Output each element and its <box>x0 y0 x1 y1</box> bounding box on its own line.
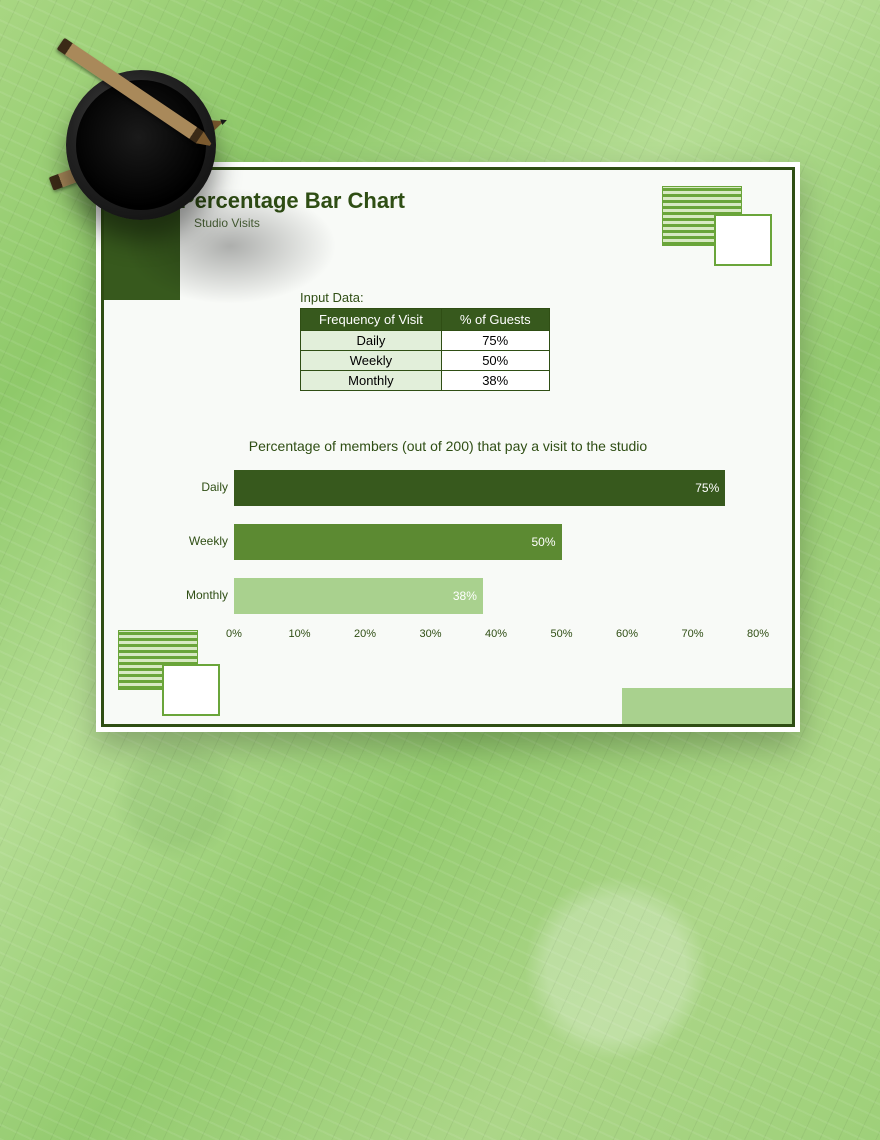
chart-title: Percentage of members (out of 200) that … <box>104 438 792 454</box>
bar-chart: Daily75%Weekly50%Monthly38% 0% 10% 20% 30% 4… <box>178 470 758 650</box>
x-tick-label: 10% <box>288 628 310 640</box>
cell-value: 75% <box>441 331 549 351</box>
x-tick-label: 70% <box>681 628 703 640</box>
cell-frequency: Weekly <box>301 351 442 371</box>
document-card: Percentage Bar Chart Studio Visits Input… <box>96 162 800 732</box>
bar-category-label: Weekly <box>174 534 228 548</box>
document-inner: Percentage Bar Chart Studio Visits Input… <box>101 167 795 727</box>
bar: 75% <box>234 470 725 506</box>
table-row: Monthly 38% <box>301 371 550 391</box>
bar-row: 38% <box>234 578 758 614</box>
col-header-frequency: Frequency of Visit <box>301 309 442 331</box>
bar: 38% <box>234 578 483 614</box>
cell-frequency: Daily <box>301 331 442 351</box>
decor-bottom-left <box>118 630 228 710</box>
x-tick-label: 80% <box>747 628 769 640</box>
input-data-label: Input Data: <box>300 290 364 305</box>
table-header-row: Frequency of Visit % of Guests <box>301 309 550 331</box>
bar-value-label: 38% <box>453 578 477 614</box>
bar-value-label: 50% <box>531 524 555 560</box>
x-tick-label: 0% <box>226 628 242 640</box>
decor-bottom-right-block <box>622 688 792 724</box>
input-data-table: Frequency of Visit % of Guests Daily 75%… <box>300 308 550 391</box>
pencil-cup <box>40 28 240 228</box>
bar-row: 50% <box>234 524 758 560</box>
decor-top-right <box>662 186 772 266</box>
cell-value: 50% <box>441 351 549 371</box>
cell-frequency: Monthly <box>301 371 442 391</box>
x-tick-label: 50% <box>550 628 572 640</box>
bar-row: 75% <box>234 470 758 506</box>
table-row: Daily 75% <box>301 331 550 351</box>
x-tick-label: 40% <box>485 628 507 640</box>
chart-x-axis: 0%10%20%30%40%50%60%70%80% <box>234 628 758 644</box>
outline-square-icon <box>714 214 772 266</box>
chart-plot-area: Daily75%Weekly50%Monthly38% <box>234 470 758 624</box>
bar-category-label: Monthly <box>174 588 228 602</box>
col-header-percent: % of Guests <box>441 309 549 331</box>
table-row: Weekly 50% <box>301 351 550 371</box>
bar-value-label: 75% <box>695 470 719 506</box>
bar-category-label: Daily <box>174 480 228 494</box>
x-tick-label: 30% <box>419 628 441 640</box>
outline-square-icon <box>162 664 220 716</box>
x-tick-label: 20% <box>354 628 376 640</box>
bar: 50% <box>234 524 562 560</box>
x-tick-label: 60% <box>616 628 638 640</box>
cell-value: 38% <box>441 371 549 391</box>
